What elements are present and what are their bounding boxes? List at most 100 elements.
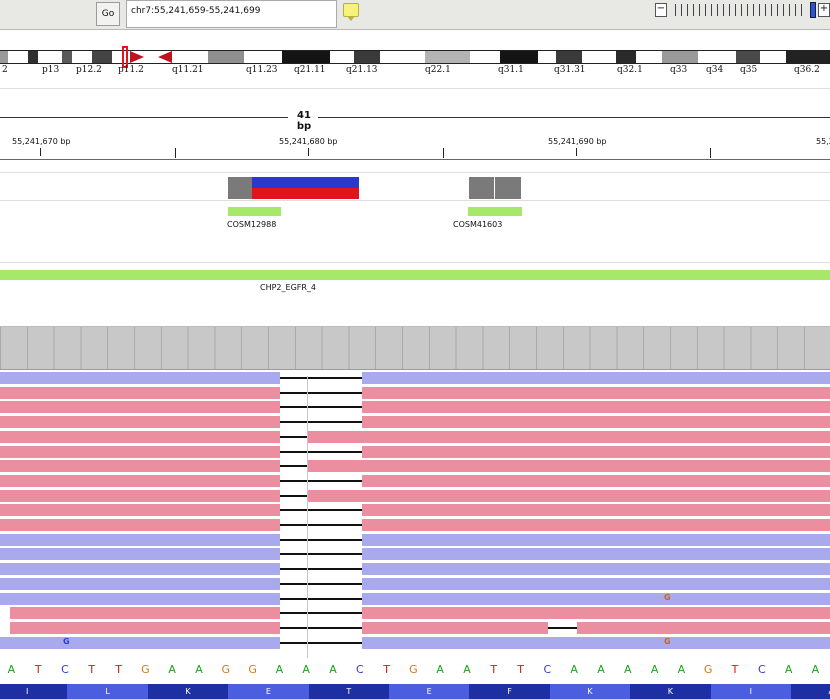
amplicon-feature[interactable] (0, 270, 830, 280)
zoom-level-marker[interactable] (810, 2, 816, 18)
zoom-in-icon[interactable]: + (818, 3, 830, 17)
aligned-read[interactable] (10, 621, 830, 634)
band-label: q33 (670, 65, 688, 75)
aligned-read[interactable] (0, 372, 830, 384)
amino-acid: F (469, 684, 550, 699)
zoom-slider[interactable] (675, 4, 805, 16)
deletion-gap (280, 372, 362, 384)
aligned-read[interactable] (0, 445, 830, 458)
aligned-read[interactable] (0, 519, 830, 531)
feature-block[interactable] (469, 177, 494, 199)
go-button[interactable]: Go (96, 2, 120, 26)
reference-base: A (784, 663, 793, 676)
reference-base: C (543, 663, 552, 676)
cytoband (425, 51, 470, 63)
cytoband (582, 51, 616, 63)
cytoband (38, 51, 62, 63)
aligned-read[interactable] (0, 474, 830, 487)
deletion-line (280, 597, 362, 600)
reference-base: A (302, 663, 310, 676)
amino-acid: E (228, 684, 309, 699)
deletion-gap (280, 519, 362, 531)
reference-base: A (329, 663, 337, 676)
band-label: q32.1 (617, 65, 643, 75)
aligned-read[interactable] (0, 636, 830, 649)
reference-base: C (355, 663, 364, 676)
cytoband (62, 51, 72, 63)
aligned-read[interactable] (0, 548, 830, 561)
amino-acid: K (549, 684, 631, 699)
cosmic-feature[interactable] (228, 207, 281, 216)
ruler-tick (40, 148, 41, 156)
ruler-tick (175, 148, 176, 158)
deletion-line (280, 479, 362, 482)
deletion-gap (280, 386, 362, 399)
aligned-read[interactable] (0, 430, 830, 443)
cytoband (662, 51, 698, 63)
reference-base: T (88, 663, 96, 676)
reference-base: A (195, 663, 203, 676)
reference-base: G (703, 663, 713, 676)
reference-base: A (436, 663, 444, 676)
cytoband (330, 51, 354, 63)
band-label: q36.2 (794, 65, 820, 75)
cytoband (244, 51, 282, 63)
cytoband (556, 51, 582, 63)
cosmic-feature[interactable] (468, 207, 522, 216)
reference-base: T (383, 663, 390, 676)
zoom-out-icon[interactable]: − (655, 3, 667, 17)
current-region-marker (122, 46, 128, 68)
deletion-line (280, 377, 362, 379)
reference-base: C (61, 663, 69, 676)
cytoband (616, 51, 636, 63)
aligned-read[interactable] (0, 533, 830, 546)
deletion-forward-block[interactable] (252, 177, 359, 188)
deletion-reverse-block[interactable] (252, 188, 359, 199)
mismatch-base: G (63, 637, 70, 646)
band-label: q22.1 (425, 65, 451, 75)
speech-bubble-icon[interactable] (343, 3, 359, 21)
cytoband (538, 51, 556, 63)
deletion-line (280, 538, 362, 541)
alignment-reads (0, 372, 830, 658)
chromosome-ideogram[interactable] (0, 50, 830, 64)
reference-base: G (248, 663, 257, 676)
deletion-line (280, 612, 362, 615)
aligned-read[interactable] (0, 577, 830, 590)
deletion-line (280, 568, 362, 571)
aligned-read[interactable] (0, 386, 830, 399)
aligned-read[interactable] (0, 563, 830, 576)
cytoband (354, 51, 380, 63)
reference-base: A (650, 663, 659, 676)
center-guide-line (307, 376, 308, 658)
feature-block[interactable] (228, 177, 252, 199)
cytoband (636, 51, 662, 63)
cytoband (282, 51, 330, 63)
deletion-line (280, 494, 307, 497)
aligned-read[interactable] (0, 504, 830, 517)
amino-acid: T (308, 684, 389, 699)
deletion-gap (280, 548, 362, 561)
feature-block[interactable] (495, 177, 521, 199)
aligned-read[interactable] (0, 460, 830, 473)
aligned-read[interactable] (0, 592, 830, 605)
aligned-read[interactable] (0, 489, 830, 502)
aligned-read[interactable] (0, 401, 830, 414)
reference-base: A (7, 663, 16, 676)
deletion-line (280, 450, 362, 453)
band-label: q21.13 (346, 65, 378, 75)
coverage-track[interactable] (0, 326, 830, 370)
span-line (0, 117, 288, 118)
deletion-gap (280, 577, 362, 590)
deletion-line (280, 465, 307, 468)
aligned-read[interactable] (10, 607, 830, 620)
aligned-read[interactable] (0, 416, 830, 429)
deletion-gap (280, 401, 362, 414)
ruler-position-label: 55,241,690 bp (548, 137, 607, 146)
deletion-line (548, 626, 577, 629)
toolbar: Go chr7:55,241,659-55,241,699 − + (0, 0, 830, 30)
reference-base: A (677, 663, 686, 676)
locus-input[interactable]: chr7:55,241,659-55,241,699 (126, 0, 337, 28)
deletion-line (280, 406, 362, 409)
